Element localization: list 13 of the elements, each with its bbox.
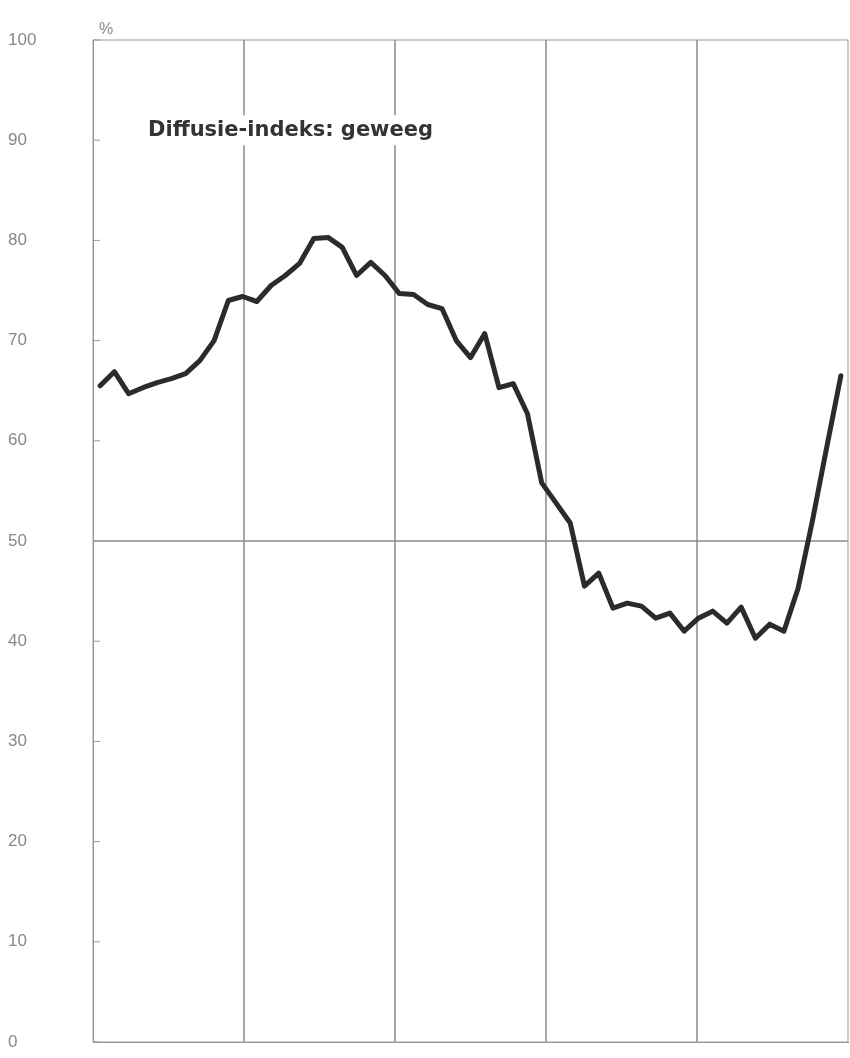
y-tick-label: 20 bbox=[8, 831, 27, 851]
y-tick-label: 100 bbox=[8, 29, 37, 49]
y-tick-label: 40 bbox=[8, 630, 27, 650]
y-tick-label: 0 bbox=[8, 1031, 18, 1051]
y-axis-title: % bbox=[99, 20, 114, 38]
y-tick-label: 60 bbox=[8, 430, 27, 450]
y-tick-label: 50 bbox=[8, 530, 27, 550]
text: Diffusie-indeks: geweeg bbox=[148, 116, 434, 141]
y-tick-label: 30 bbox=[8, 731, 27, 751]
y-tick-label: 90 bbox=[8, 129, 27, 149]
y-tick-label: 10 bbox=[8, 931, 27, 951]
y-tick-label: 70 bbox=[8, 330, 27, 350]
y-tick-label: 80 bbox=[8, 230, 27, 250]
